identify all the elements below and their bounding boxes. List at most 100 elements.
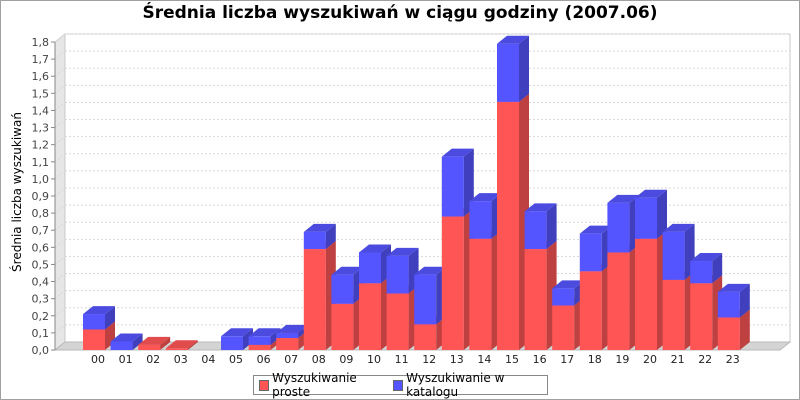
bar-top — [138, 336, 171, 345]
bar-side — [546, 203, 557, 250]
bar — [303, 231, 326, 250]
bar-top — [165, 340, 198, 349]
bar-top — [83, 306, 115, 315]
bar-side — [160, 336, 171, 350]
y-tick-label: 1,7 — [32, 53, 50, 66]
bar-top — [497, 35, 529, 44]
chart-title: Średnia liczba wyszukiwań w ciągu godzin… — [142, 3, 658, 23]
bar-top — [331, 266, 364, 275]
bar — [497, 43, 519, 102]
bar-top — [635, 189, 667, 198]
x-tick-label: 13 — [450, 353, 464, 366]
bar-side — [739, 309, 750, 350]
bar-side — [463, 148, 474, 217]
bar-top — [221, 328, 253, 337]
bar-top — [110, 333, 143, 342]
bar-top — [303, 223, 336, 232]
bar-top — [662, 223, 695, 232]
bar-top — [552, 280, 585, 289]
bar — [717, 317, 740, 350]
bar — [497, 101, 519, 350]
bar — [690, 261, 713, 284]
bar-top — [386, 247, 419, 256]
plot-left-wall — [54, 32, 66, 352]
bar — [414, 274, 437, 325]
bar-side — [132, 333, 143, 350]
legend: Wyszukiwanie proste Wyszukiwanie w katal… — [253, 371, 548, 399]
x-tick-label: 15 — [505, 353, 519, 366]
bar — [414, 324, 437, 350]
bar-side — [739, 283, 750, 318]
x-tick-label: 07 — [284, 353, 298, 366]
bar-side — [657, 189, 667, 239]
bar-side — [105, 306, 115, 330]
bar — [359, 252, 381, 284]
y-tick-label: 0,6 — [32, 241, 50, 254]
bar — [221, 336, 243, 350]
bar — [386, 293, 409, 350]
y-tick-label: 0,4 — [32, 276, 50, 289]
bar-top — [579, 225, 612, 234]
bar — [83, 314, 105, 330]
x-tick-label: 12 — [422, 353, 436, 366]
bar — [110, 341, 133, 350]
x-tick-label: 04 — [201, 353, 215, 366]
bar — [83, 329, 105, 350]
bar — [635, 238, 657, 350]
bar — [524, 211, 547, 250]
bar — [331, 274, 354, 304]
x-tick-label: 21 — [671, 353, 685, 366]
bar-top — [524, 203, 557, 212]
bar — [579, 271, 602, 350]
y-tick-label: 0,9 — [32, 190, 50, 203]
y-tick-label: 1,3 — [32, 122, 50, 135]
x-tick-label: 16 — [533, 353, 547, 366]
bar — [276, 338, 299, 350]
y-tick-label: 0,3 — [32, 293, 50, 306]
y-tick-label: 1,1 — [32, 156, 50, 169]
bar — [524, 249, 547, 350]
bar-side — [712, 253, 723, 284]
x-tick-label: 19 — [615, 353, 629, 366]
y-tick-label: 1,5 — [32, 87, 50, 100]
y-tick-label: 0,8 — [32, 207, 50, 220]
bar — [607, 202, 630, 253]
x-tick-label: 10 — [367, 353, 381, 366]
legend-item-series-2: Wyszukiwanie w katalogu — [392, 371, 545, 399]
y-tick-label: 0,5 — [32, 258, 50, 271]
x-tick-label: 01 — [119, 353, 133, 366]
bar-top — [359, 244, 391, 253]
y-tick-label: 1,4 — [32, 104, 50, 117]
legend-label-series-2: Wyszukiwanie w katalogu — [406, 371, 505, 399]
bar — [276, 332, 299, 339]
x-tick-label: 03 — [174, 353, 188, 366]
bar — [662, 279, 685, 350]
legend-swatch-series-2 — [392, 379, 404, 391]
x-tick-label: 08 — [312, 353, 326, 366]
x-tick-label: 11 — [395, 353, 409, 366]
bar-top — [690, 253, 723, 262]
y-tick-label: 0,2 — [32, 310, 50, 323]
bar — [635, 197, 657, 239]
bar — [607, 252, 630, 350]
bar — [359, 283, 381, 350]
x-tick-label: 06 — [257, 353, 271, 366]
bar — [441, 156, 464, 217]
x-tick-label: 00 — [91, 353, 105, 366]
x-tick-label: 02 — [146, 353, 160, 366]
y-tick-label: 1,6 — [32, 70, 50, 83]
x-tick-label: 14 — [477, 353, 491, 366]
y-tick-label: 0,0 — [32, 344, 50, 357]
x-tick-label: 22 — [698, 353, 712, 366]
bar — [138, 344, 161, 350]
bar — [331, 303, 354, 350]
bar — [579, 233, 602, 272]
bar-top — [469, 193, 502, 202]
bar — [552, 288, 575, 306]
bar — [386, 255, 409, 294]
bar — [469, 201, 492, 239]
bar-top — [248, 328, 281, 337]
x-tick-label: 17 — [560, 353, 574, 366]
bar — [469, 238, 492, 350]
